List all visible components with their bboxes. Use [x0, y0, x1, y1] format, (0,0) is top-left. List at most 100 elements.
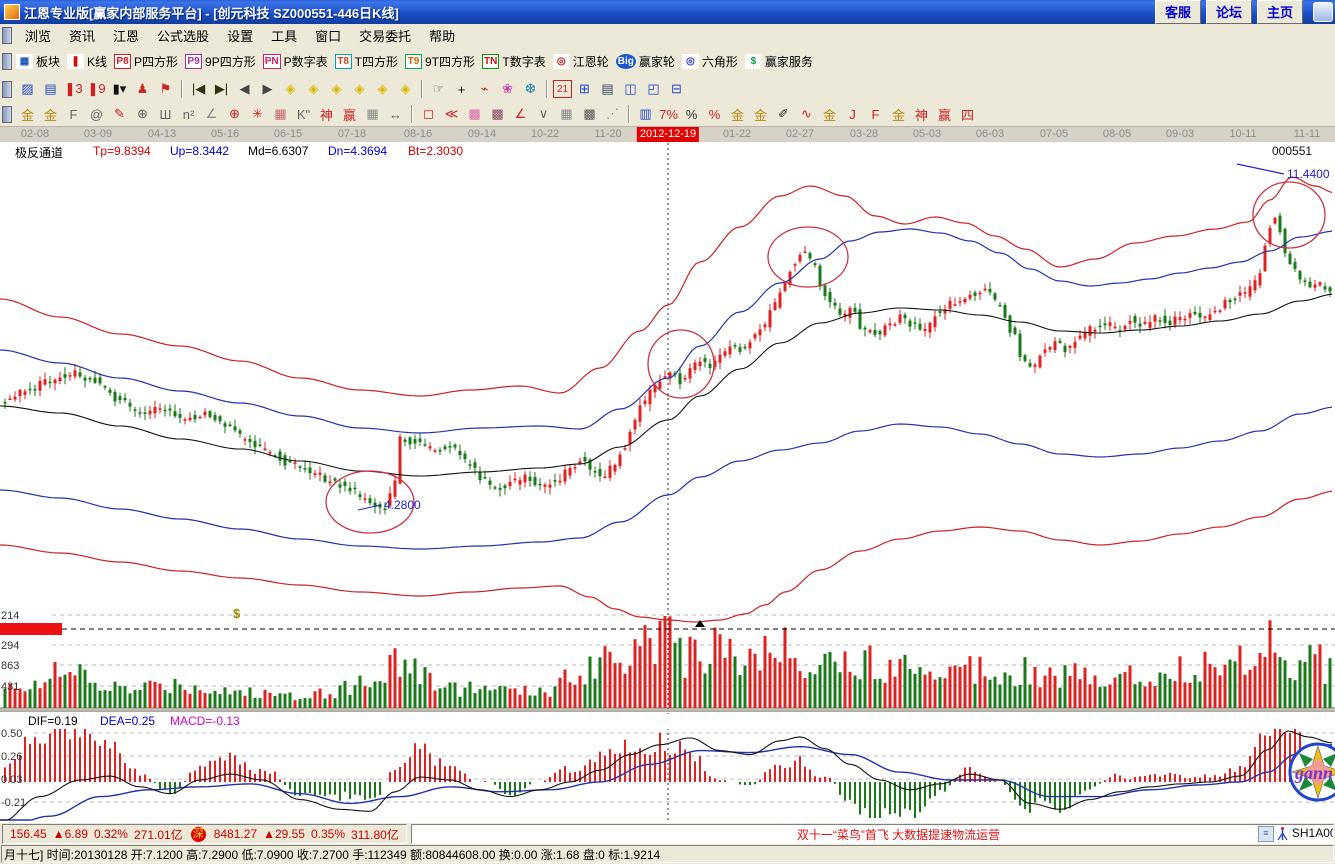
kline-button[interactable]: ❚ K线: [67, 53, 107, 70]
gold-angle-icon[interactable]: 金: [891, 107, 905, 123]
pattern-tool-icon[interactable]: ❆: [525, 81, 536, 96]
winner-service-button[interactable]: $ 赢家服务: [744, 53, 813, 70]
sectors-button[interactable]: ▦ 板块: [16, 53, 60, 70]
gold-square-icon[interactable]: 金: [20, 107, 34, 123]
crosshair-tool-icon[interactable]: +: [457, 81, 466, 97]
grid-123-icon[interactable]: ▦: [366, 106, 379, 121]
ticker-splitter-button[interactable]: ≡: [1257, 826, 1274, 842]
t9-square-button[interactable]: T9 9T四方形: [405, 53, 475, 70]
menu-item-gann[interactable]: 江恩: [113, 28, 140, 44]
wave-icon[interactable]: ∿: [801, 106, 812, 121]
gold-line2-icon[interactable]: 金: [822, 107, 836, 123]
ying-icon[interactable]: 赢: [342, 107, 356, 123]
k-mark-icon[interactable]: K": [296, 106, 311, 122]
candle-type-dropdown-icon[interactable]: ▮▾: [112, 81, 127, 96]
n2-grid-icon[interactable]: n²: [182, 106, 195, 122]
j-angle-icon[interactable]: J: [849, 106, 856, 122]
panel-chart-icon[interactable]: ▥: [639, 106, 652, 121]
flag-icon[interactable]: ⚑: [159, 81, 172, 96]
angle-lines-icon[interactable]: ∠: [514, 106, 527, 121]
customer-service-button[interactable]: 客服: [1154, 0, 1201, 24]
v-lines-icon[interactable]: ∨: [538, 106, 549, 121]
menu-item-trade-entrust[interactable]: 交易委托: [359, 28, 412, 44]
indicator-tp-value: Tp=9.8394: [93, 144, 151, 158]
calendar-icon[interactable]: 21: [553, 80, 572, 98]
zoom-all-diamond-icon[interactable]: ◈: [400, 81, 411, 96]
kline-chart[interactable]: 214 294 863 431 0.50 0.26 0.03 -0.21 4.2800 11.44…: [0, 142, 1335, 822]
polyline-tool-icon[interactable]: ⌁: [480, 81, 489, 96]
pink-grid-icon[interactable]: ▩: [468, 106, 481, 121]
door-icon[interactable]: ◻: [423, 106, 434, 121]
slashes-icon[interactable]: ⋰: [606, 106, 619, 121]
menu-item-settings[interactable]: 设置: [227, 28, 254, 44]
globe-circle-icon[interactable]: ⊕: [137, 106, 148, 121]
menu-item-tools[interactable]: 工具: [271, 28, 298, 44]
menu-item-browse[interactable]: 浏览: [25, 28, 52, 44]
zoom-plus-diamond-icon[interactable]: ◈: [377, 81, 388, 96]
hand-tool-icon[interactable]: ☞: [432, 81, 445, 96]
p-number-table-button[interactable]: PN P数字表: [262, 53, 328, 70]
menu-item-help[interactable]: 帮助: [429, 28, 456, 44]
fan-lines-icon[interactable]: ≪: [444, 106, 459, 121]
si-angle-icon[interactable]: 四: [960, 107, 974, 123]
angle-icon[interactable]: ∠: [205, 106, 218, 121]
gold-circle-icon[interactable]: 金: [730, 107, 744, 123]
zoom-h-diamond-icon[interactable]: ◈: [331, 81, 342, 96]
spiral-icon[interactable]: @: [89, 106, 104, 122]
dark-grid-icon[interactable]: ▩: [491, 106, 504, 121]
p-square-button[interactable]: P8 P四方形: [114, 53, 178, 70]
menu-item-window[interactable]: 窗口: [315, 28, 342, 44]
ying-angle-icon[interactable]: 赢: [937, 107, 951, 123]
t-number-table-button[interactable]: TN T数字表: [482, 53, 546, 70]
p9-square-button[interactable]: P9 9P四方形: [185, 53, 256, 70]
figure-icon[interactable]: ♟: [136, 81, 149, 96]
percent-red-icon[interactable]: 7%: [659, 106, 678, 122]
save-icon[interactable]: ◫: [624, 81, 637, 96]
percent-icon[interactable]: %: [685, 106, 698, 122]
zoom-left-diamond-icon[interactable]: ◈: [285, 81, 296, 96]
chart-area[interactable]: 214 294 863 431 0.50 0.26 0.03 -0.21 4.2800 11.44…: [0, 142, 1335, 822]
menu-item-news[interactable]: 资讯: [69, 28, 96, 44]
hexagon-button[interactable]: ◎ 六角形: [681, 53, 738, 70]
home-button[interactable]: 主页: [1256, 0, 1303, 24]
menu-item-formula-stock-pick[interactable]: 公式选股: [157, 28, 210, 44]
t-square-button[interactable]: T8 T四方形: [334, 53, 398, 70]
fibonacci-f-icon[interactable]: F: [69, 106, 78, 122]
zoom-right-diamond-icon[interactable]: ◈: [308, 81, 319, 96]
nav-prev-icon[interactable]: ◀: [239, 81, 250, 96]
gold-square2-icon[interactable]: 金: [43, 107, 57, 123]
shen-icon[interactable]: 神: [319, 107, 333, 123]
notebook-icon[interactable]: ▤: [601, 81, 614, 96]
f-angle-icon[interactable]: F: [871, 106, 880, 122]
memo-icon[interactable]: ▤: [44, 81, 57, 96]
cart-icon[interactable]: ⊟: [671, 81, 682, 96]
star-icon[interactable]: ✳: [252, 106, 263, 121]
blue-pattern-icon[interactable]: ▨: [21, 81, 34, 96]
nav-next-icon[interactable]: ▶: [262, 81, 273, 96]
winner-service-icon: $: [744, 53, 762, 69]
percent-line-icon[interactable]: %: [708, 106, 721, 122]
width-arrows-icon[interactable]: ↔: [389, 106, 402, 122]
minimize-button[interactable]: [1313, 2, 1333, 22]
nav-first-icon[interactable]: |◀: [191, 81, 206, 96]
grid-target-icon[interactable]: ▦: [274, 106, 287, 121]
price-pen-icon[interactable]: ✐: [778, 106, 789, 121]
rose-tool-icon[interactable]: ❀: [502, 81, 513, 96]
gann-wheel-button[interactable]: ◎ 江恩轮: [552, 53, 609, 70]
compass-target-icon[interactable]: ⊕: [229, 106, 240, 121]
winner-wheel-button[interactable]: Big 赢家轮: [615, 53, 675, 70]
grid-a-icon[interactable]: ▦: [560, 106, 573, 121]
zoom-x-diamond-icon[interactable]: ◈: [354, 81, 365, 96]
gold-line-icon[interactable]: 金: [753, 107, 767, 123]
shen-angle-icon[interactable]: 神: [914, 107, 928, 123]
comb-icon[interactable]: Ш: [159, 106, 172, 122]
nav-last-icon[interactable]: ▶|: [214, 81, 229, 96]
chart9-icon[interactable]: ❚9: [87, 81, 106, 96]
stock-code-label: 000551: [1272, 144, 1313, 158]
calculator-icon[interactable]: ⊞: [579, 81, 590, 96]
chart3-icon[interactable]: ❚3: [64, 81, 83, 96]
pen-icon[interactable]: ✎: [114, 106, 125, 121]
grid-b-icon[interactable]: ▩: [583, 106, 596, 121]
export-icon[interactable]: ◰: [647, 81, 660, 96]
forum-button[interactable]: 论坛: [1205, 0, 1252, 24]
